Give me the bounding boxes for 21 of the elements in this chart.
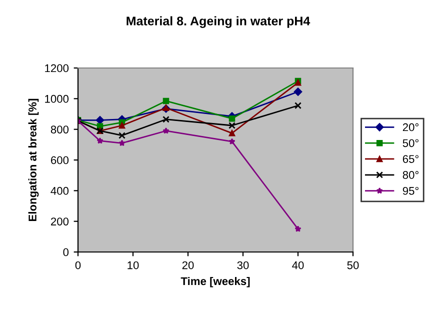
- legend-label: 95°: [402, 186, 418, 195]
- x-tick-label: 20: [182, 261, 194, 270]
- y-tick-label: 400: [50, 186, 69, 195]
- x-tick-label: 10: [128, 261, 139, 270]
- y-tick-label: 200: [50, 218, 69, 226]
- legend-label: 50°: [402, 139, 418, 148]
- x-tick-label: 30: [237, 261, 249, 270]
- legend-label: 20°: [402, 123, 418, 132]
- x-tick-label: 0: [75, 261, 81, 270]
- chart-title: Material 8. Ageing in water pH4: [126, 16, 310, 28]
- legend-label: 80°: [402, 171, 418, 179]
- x-tick-label: 40: [292, 261, 304, 270]
- y-tick-label: 1200: [45, 64, 69, 72]
- y-tick-label: 800: [50, 126, 69, 134]
- y-tick-label: 1000: [45, 94, 69, 103]
- y-axis-title: Elongation at break [%]: [28, 98, 39, 221]
- x-axis-title: Time [weeks]: [180, 276, 250, 288]
- legend-label: 65°: [402, 155, 418, 163]
- x-tick-label: 50: [347, 261, 359, 270]
- y-tick-label: 600: [51, 156, 69, 164]
- y-tick-label: 0: [63, 248, 69, 256]
